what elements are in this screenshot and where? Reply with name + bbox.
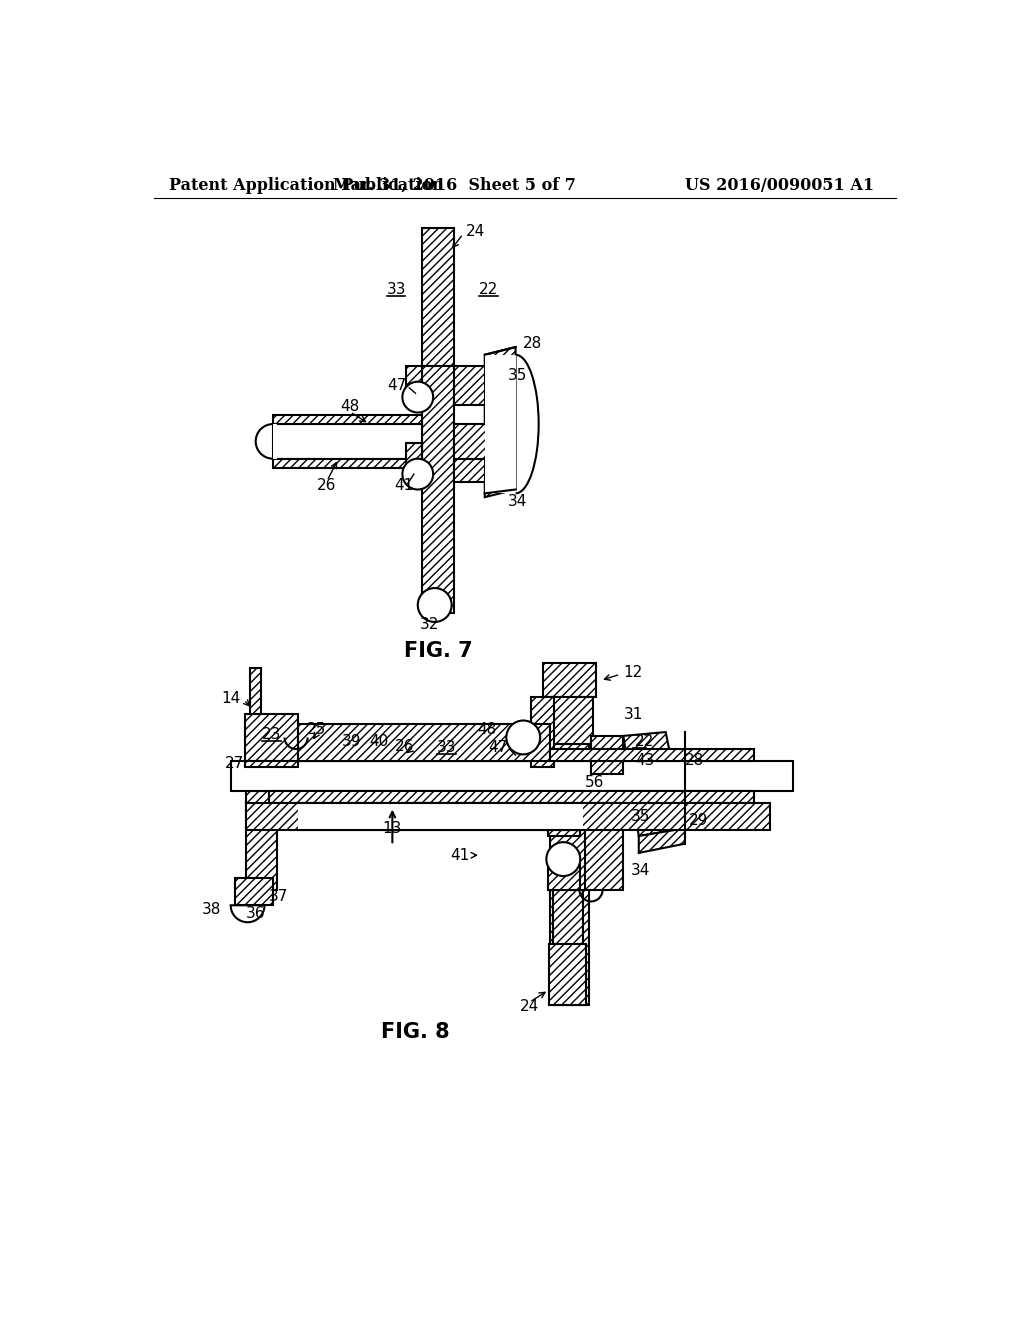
Bar: [246, 803, 770, 830]
Wedge shape: [230, 906, 264, 923]
Bar: [591, 737, 624, 775]
Text: 13: 13: [383, 821, 402, 836]
Text: 48: 48: [477, 722, 497, 738]
Bar: [273, 414, 422, 424]
Text: Mar. 31, 2016  Sheet 5 of 7: Mar. 31, 2016 Sheet 5 of 7: [333, 177, 575, 194]
Bar: [246, 792, 276, 890]
Text: US 2016/0090051 A1: US 2016/0090051 A1: [685, 177, 874, 194]
Circle shape: [402, 459, 433, 490]
Bar: [250, 668, 261, 714]
Bar: [298, 723, 550, 760]
Bar: [422, 367, 454, 612]
Text: 22: 22: [635, 734, 654, 748]
Polygon shape: [484, 347, 515, 498]
Text: 26: 26: [394, 739, 414, 754]
Text: 43: 43: [635, 752, 654, 768]
Bar: [547, 697, 593, 743]
Text: 36: 36: [246, 906, 265, 920]
Text: 34: 34: [631, 863, 650, 878]
Text: FIG. 7: FIG. 7: [404, 642, 473, 661]
Bar: [553, 890, 584, 1006]
Bar: [407, 444, 422, 482]
Text: 48: 48: [340, 399, 359, 414]
Text: 24: 24: [466, 224, 484, 239]
Bar: [230, 760, 793, 792]
Bar: [531, 697, 554, 767]
Text: 25: 25: [307, 722, 327, 738]
Bar: [454, 367, 484, 405]
Polygon shape: [624, 733, 685, 836]
Text: 28: 28: [685, 752, 705, 768]
Bar: [407, 367, 422, 405]
Bar: [548, 863, 581, 890]
Text: 22: 22: [479, 281, 499, 297]
Text: FIG. 8: FIG. 8: [381, 1023, 450, 1043]
Text: 37: 37: [268, 888, 288, 904]
Text: 28: 28: [523, 335, 543, 351]
Text: Patent Application Publication: Patent Application Publication: [169, 177, 443, 194]
Bar: [543, 663, 596, 697]
Circle shape: [402, 381, 433, 413]
Text: 56: 56: [585, 775, 604, 789]
Text: 26: 26: [317, 478, 337, 494]
Bar: [245, 714, 298, 760]
Text: 40: 40: [369, 734, 388, 748]
Text: 38: 38: [202, 902, 221, 916]
Bar: [585, 801, 624, 890]
Bar: [484, 355, 515, 494]
Bar: [548, 801, 581, 836]
Text: 41: 41: [394, 478, 414, 494]
Text: 27: 27: [225, 756, 245, 771]
Text: 33: 33: [436, 741, 456, 755]
Bar: [454, 444, 484, 482]
Text: 47: 47: [488, 741, 508, 755]
Bar: [273, 424, 276, 459]
Bar: [550, 682, 589, 1006]
Bar: [454, 424, 486, 459]
Text: 33: 33: [386, 281, 406, 297]
Text: 35: 35: [631, 809, 650, 824]
Text: 47: 47: [387, 378, 407, 393]
Bar: [422, 228, 454, 367]
Bar: [245, 760, 298, 767]
Bar: [269, 748, 755, 760]
Text: 31: 31: [624, 706, 643, 722]
Text: 14: 14: [221, 692, 241, 706]
Text: 39: 39: [342, 734, 361, 748]
Bar: [269, 792, 755, 803]
Circle shape: [418, 589, 452, 622]
Bar: [298, 803, 584, 830]
Text: 24: 24: [520, 999, 539, 1015]
Bar: [273, 424, 422, 459]
Text: 32: 32: [420, 616, 439, 632]
Text: 29: 29: [689, 813, 709, 828]
Text: 23: 23: [262, 727, 282, 742]
Polygon shape: [639, 829, 685, 853]
Circle shape: [506, 721, 541, 755]
Bar: [273, 459, 422, 469]
Bar: [234, 878, 273, 906]
Wedge shape: [256, 424, 273, 459]
Text: 35: 35: [508, 368, 527, 383]
Circle shape: [547, 842, 581, 876]
Text: 34: 34: [508, 494, 527, 508]
Text: 12: 12: [624, 665, 643, 680]
Bar: [549, 944, 586, 1006]
Text: 41: 41: [451, 847, 469, 863]
